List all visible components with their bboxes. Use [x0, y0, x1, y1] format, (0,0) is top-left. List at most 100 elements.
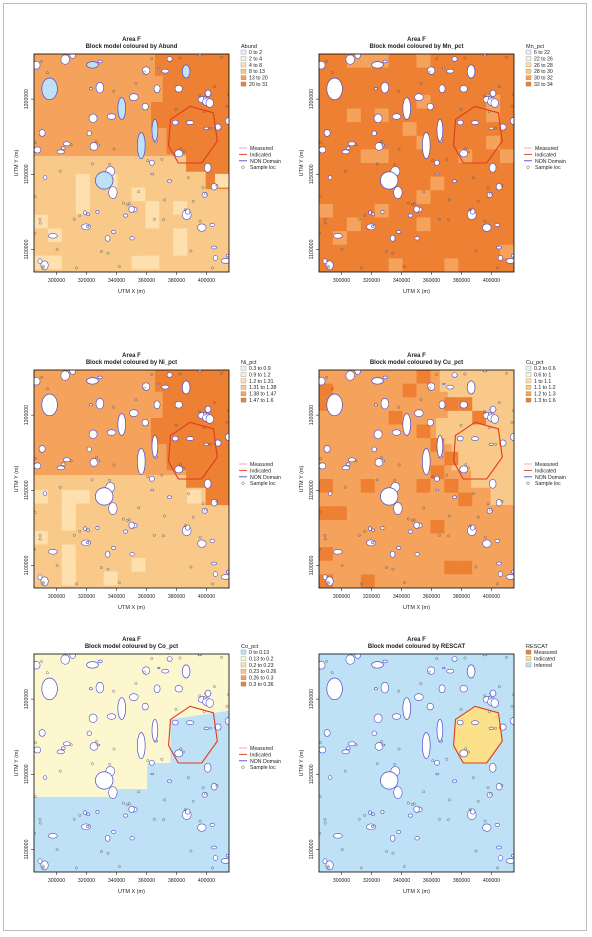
sample-point	[512, 409, 514, 412]
zone-cell	[103, 571, 118, 586]
x-tick-label: 360000	[138, 878, 155, 884]
domain-blob	[95, 210, 100, 214]
indicated-outline	[452, 105, 503, 164]
sample-point	[319, 195, 322, 198]
domain-blob	[368, 526, 372, 531]
chart-subtitle: Block model coloured by Mn_pct	[369, 44, 463, 50]
zone-cell	[416, 217, 431, 232]
legend-label: 2 to 4	[249, 56, 262, 62]
domain-blob	[161, 384, 170, 390]
sample-point	[174, 107, 178, 111]
sample-point	[357, 817, 361, 821]
domain-blob	[380, 810, 385, 814]
y-axis-label: UTM Y (m)	[14, 149, 20, 176]
domain-blob	[122, 529, 129, 534]
domain-blob	[89, 142, 99, 151]
sample-point	[326, 264, 330, 268]
sample-point	[38, 221, 42, 225]
domain-blob	[469, 524, 476, 531]
domain-blob	[459, 85, 468, 93]
domain-blob	[149, 475, 155, 482]
sample-point	[393, 762, 396, 766]
sample-point	[174, 707, 178, 711]
domain-blob	[371, 446, 377, 453]
zone-cell	[500, 149, 514, 163]
domain-blob	[166, 372, 173, 378]
sample-point	[325, 659, 328, 663]
zone-cell	[117, 544, 132, 559]
domain-blob	[497, 571, 503, 577]
sample-point	[391, 251, 395, 255]
sample-point	[486, 786, 490, 790]
sample-point	[108, 162, 111, 166]
overlay-legend-label: Indicated	[250, 152, 271, 158]
sample-point	[69, 459, 73, 463]
sample-point	[422, 190, 426, 194]
domain-blob	[150, 772, 155, 776]
domain-blob	[60, 370, 70, 381]
legend-label: Indicated	[534, 656, 555, 662]
sample-point	[198, 94, 202, 98]
plot-area	[34, 54, 229, 272]
sample-point	[496, 866, 499, 870]
sample-point	[375, 478, 379, 482]
legend-swatch	[240, 69, 247, 74]
domain-blob	[104, 234, 111, 242]
domain-blob	[60, 54, 70, 65]
overlay-legend-label: Indicated	[535, 152, 556, 158]
sample-point	[34, 795, 37, 798]
domain-blob	[97, 375, 103, 380]
domain-blob	[380, 210, 385, 214]
sample-point	[178, 372, 182, 376]
domain-blob	[380, 397, 389, 410]
x-axis-label: UTM X (m)	[403, 605, 430, 611]
domain-blob	[89, 742, 99, 751]
zone-cell	[430, 465, 445, 479]
y-axis-label: UTM Y (m)	[299, 465, 305, 492]
domain-blob	[171, 119, 179, 126]
zone-cell	[444, 258, 459, 272]
domain-blob	[482, 223, 492, 232]
domain-blob	[482, 370, 487, 373]
domain-blob	[201, 507, 208, 514]
domain-blob	[153, 400, 161, 409]
plot-frame	[318, 369, 515, 589]
domain-blob	[203, 442, 209, 446]
plot-area	[319, 370, 514, 588]
domain-blob	[345, 746, 351, 750]
domain-blob	[451, 56, 458, 62]
zone-cell	[486, 135, 501, 150]
zone-cell	[388, 258, 403, 272]
sample-point	[69, 143, 73, 147]
domain-blob	[209, 538, 215, 543]
domain-blob	[402, 697, 412, 720]
y-axis-label: UTM Y (m)	[299, 149, 305, 176]
x-axis-label: UTM X (m)	[403, 289, 430, 295]
zone-cell	[61, 544, 76, 559]
domain-blob	[174, 85, 183, 93]
sample-point	[40, 59, 43, 63]
domain-blob	[141, 102, 149, 111]
sample-point	[472, 776, 475, 780]
legend-label: 0.2 to 0.23	[249, 663, 274, 669]
domain-blob	[393, 502, 403, 515]
zone-cell	[145, 214, 160, 229]
sample-point	[488, 192, 492, 196]
zone-cell	[319, 383, 333, 398]
x-tick-label: 380000	[168, 594, 185, 600]
domain-blob	[371, 824, 375, 828]
legend-label: 0.2 to 0.6	[534, 366, 556, 372]
sample-point	[474, 249, 478, 253]
sample-point	[474, 565, 478, 569]
domain-blob	[69, 54, 76, 59]
sample-point	[189, 565, 193, 569]
zone-cell	[319, 506, 333, 520]
sample-point	[187, 492, 190, 496]
legend-title: Abund	[241, 44, 257, 50]
sample-point	[55, 248, 59, 251]
domain-blob	[129, 836, 135, 841]
domain-blob	[371, 212, 375, 216]
sample-point	[319, 795, 322, 798]
legend-label: 1.3 to 1.6	[534, 398, 556, 404]
